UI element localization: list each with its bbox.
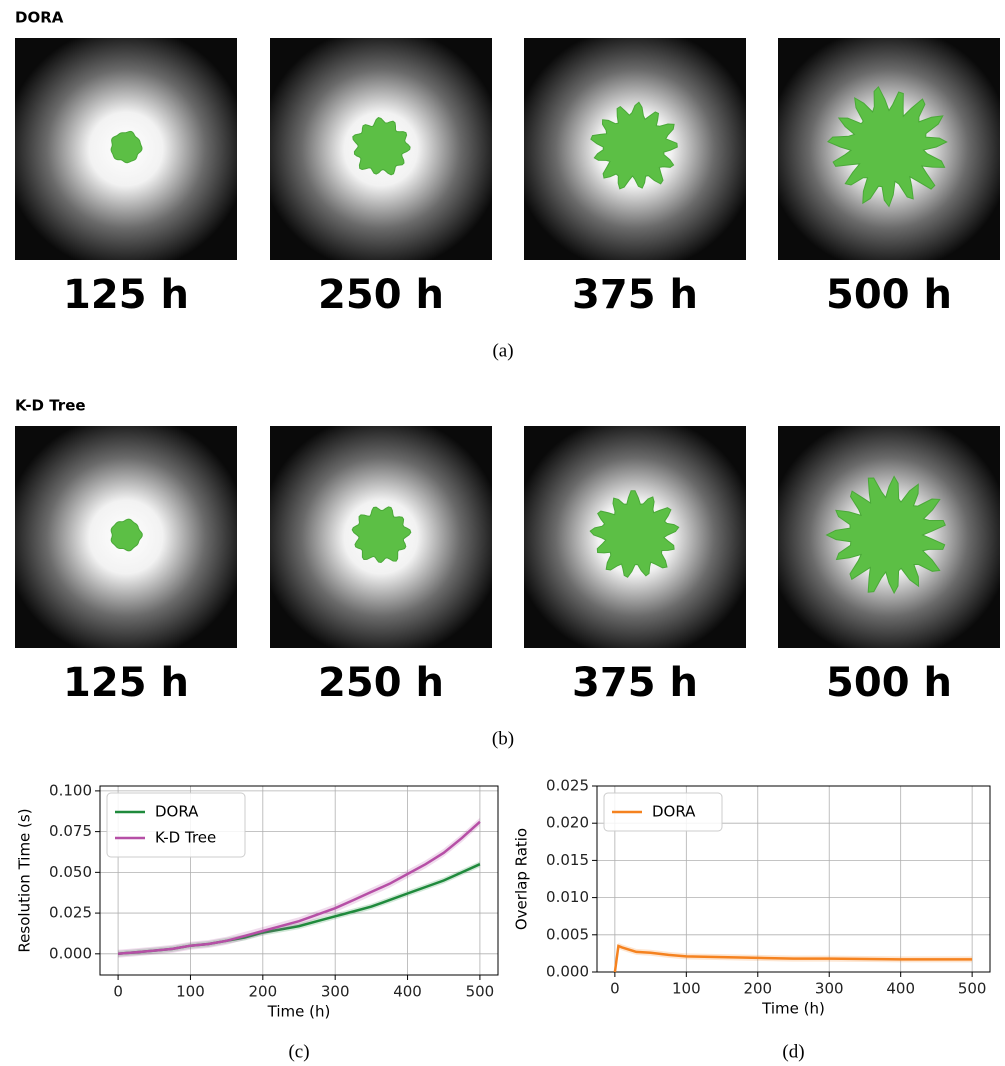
- x-tick-label: 200: [743, 980, 772, 998]
- page: DORA 125 h 250 h 375 h 500 h (a) K-D Tree 125 h…: [0, 0, 1005, 1066]
- panel-caption: (b): [492, 728, 514, 749]
- y-axis-label: Resolution Time (s): [16, 808, 34, 952]
- y-tick-label: 0.075: [49, 822, 92, 840]
- x-tick-label: 0: [610, 980, 620, 998]
- x-tick-label: 500: [958, 980, 987, 998]
- y-tick-label: 0.010: [546, 888, 589, 906]
- y-tick-label: 0.025: [49, 904, 92, 922]
- confidence-band: [118, 861, 480, 957]
- frame-label: 375 h: [572, 660, 698, 706]
- legend-label: DORA: [155, 803, 199, 821]
- frame-label: 125 h: [63, 660, 189, 706]
- frame-label: 375 h: [572, 272, 698, 318]
- x-axis-label: Time (h): [761, 1000, 825, 1018]
- x-tick-label: 100: [672, 980, 701, 998]
- frame-label: 500 h: [826, 272, 952, 318]
- frame-label: 125 h: [63, 272, 189, 318]
- y-tick-label: 0.100: [49, 781, 92, 799]
- x-tick-label: 300: [815, 980, 844, 998]
- y-tick-label: 0.020: [546, 814, 589, 832]
- panel-caption: (a): [492, 340, 513, 361]
- figure: DORA 125 h 250 h 375 h 500 h (a) K-D Tree 125 h…: [0, 0, 1005, 1066]
- chart-caption: (d): [782, 1041, 804, 1062]
- y-tick-label: 0.005: [546, 925, 589, 943]
- y-tick-label: 0.000: [546, 963, 589, 981]
- x-tick-label: 400: [393, 983, 422, 1001]
- y-tick-label: 0.050: [49, 863, 92, 881]
- y-tick-label: 0.000: [49, 944, 92, 962]
- frame-label: 500 h: [826, 660, 952, 706]
- y-tick-label: 0.025: [546, 777, 589, 795]
- legend-label: DORA: [652, 803, 696, 821]
- x-tick-label: 300: [321, 983, 350, 1001]
- x-tick-label: 200: [248, 983, 277, 1001]
- y-axis-label: Overlap Ratio: [513, 828, 531, 930]
- legend-label: K-D Tree: [155, 829, 216, 847]
- x-tick-label: 0: [113, 983, 123, 1001]
- panel-title: DORA: [15, 9, 64, 27]
- panel-title: K-D Tree: [15, 397, 86, 415]
- series-line: [118, 864, 480, 954]
- frame-label: 250 h: [318, 272, 444, 318]
- series-line: [615, 946, 972, 972]
- x-axis-label: Time (h): [267, 1003, 331, 1021]
- x-tick-label: 500: [466, 983, 495, 1001]
- x-tick-label: 400: [886, 980, 915, 998]
- y-tick-label: 0.015: [546, 851, 589, 869]
- x-tick-label: 100: [176, 983, 205, 1001]
- frame-label: 250 h: [318, 660, 444, 706]
- chart-caption: (c): [288, 1041, 309, 1062]
